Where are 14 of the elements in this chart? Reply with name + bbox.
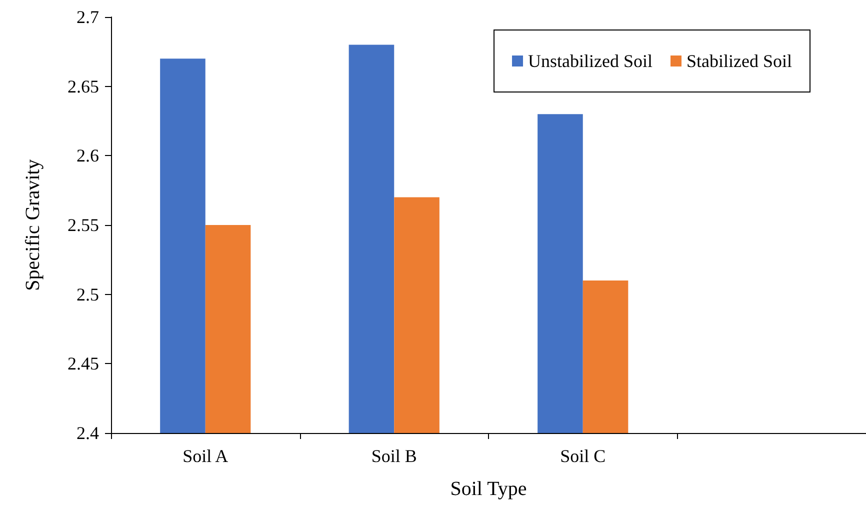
x-tick-label: Soil B xyxy=(371,446,417,466)
y-tick-label: 2.6 xyxy=(76,146,99,166)
y-axis-title: Specific Gravity xyxy=(22,159,44,291)
y-tick-label: 2.65 xyxy=(68,76,99,96)
y-tick-label: 2.45 xyxy=(68,354,99,374)
y-tick-label: 2.55 xyxy=(68,215,99,235)
legend-label: Unstabilized Soil xyxy=(528,51,653,71)
x-tick-label: Soil C xyxy=(560,446,606,466)
x-tick-label: Soil A xyxy=(182,446,228,466)
legend-label: Stabilized Soil xyxy=(686,51,792,71)
x-axis-title: Soil Type xyxy=(450,478,527,500)
y-tick-label: 2.5 xyxy=(76,284,99,304)
y-tick-label: 2.4 xyxy=(76,423,99,443)
y-tick-label: 2.7 xyxy=(76,7,99,27)
